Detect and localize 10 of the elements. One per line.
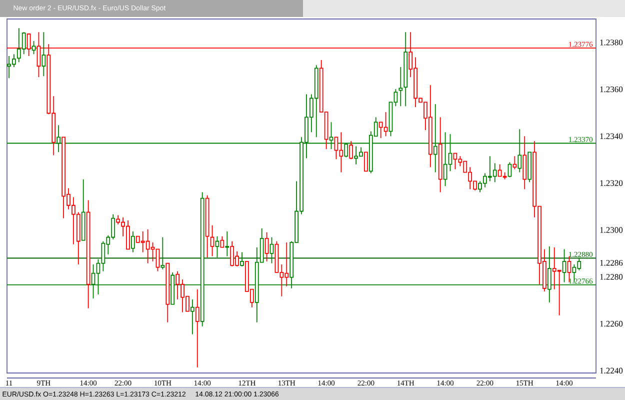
y-tick-label: 1.2340	[600, 133, 623, 140]
y-tick-label: 1.2380	[600, 40, 623, 46]
y-tick-label: 1.2286	[600, 260, 623, 266]
y-tick-label: 1.2280	[600, 274, 623, 280]
candlestick	[398, 66, 403, 107]
y-tick-label: 1.2320	[600, 180, 623, 186]
y-tick-label: 1.2360	[600, 86, 623, 92]
y-tick-label: 1.2300	[600, 227, 623, 233]
y-tick-label: 1.2260	[600, 320, 623, 327]
y-tick-label: 1.2240	[600, 368, 623, 374]
